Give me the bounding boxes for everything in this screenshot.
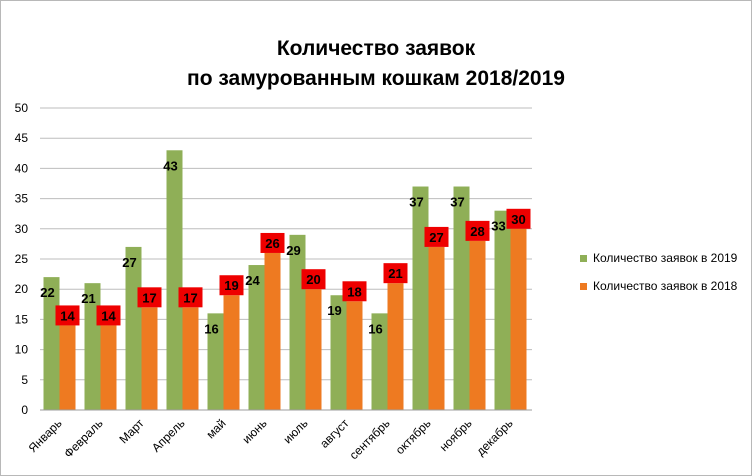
data-label-2019: 22 (40, 285, 54, 300)
x-tick-label: сентябрь (347, 416, 393, 462)
legend-swatch-2019 (580, 254, 587, 262)
data-label-2018: 28 (470, 224, 484, 239)
grid-lines (40, 107, 532, 411)
data-label-box-2018 (137, 287, 162, 308)
y-tick-label: 15 (15, 312, 29, 326)
y-tick-label: 10 (15, 343, 29, 357)
y-tick-label: 25 (15, 252, 29, 266)
bar-2018 (264, 252, 281, 410)
bar-2018 (59, 325, 76, 410)
bar-2018 (428, 246, 445, 410)
y-tick-label: 50 (15, 101, 29, 115)
chart-title-line-2: по замурованным кошкам 2018/2019 (187, 67, 565, 90)
y-tick-label: 40 (15, 161, 29, 175)
data-label-2018: 30 (511, 212, 525, 227)
legend-item-2019: Количество заявок в 2019 (580, 251, 737, 265)
bar-2019 (494, 210, 511, 410)
legend-label-2018: Количество заявок в 2018 (593, 279, 738, 293)
legend-item-2018: Количество заявок в 2018 (580, 279, 737, 293)
data-label-2019: 24 (245, 273, 260, 288)
data-label-2019: 43 (163, 158, 177, 173)
bar-2018 (182, 307, 199, 410)
x-tick-label: Февраль (61, 416, 105, 460)
data-label-box-2018 (506, 208, 531, 229)
bar-2019 (248, 265, 265, 410)
x-tick-label: Март (116, 416, 147, 447)
bar-2018 (305, 289, 322, 410)
bar-2018 (510, 228, 527, 410)
chart-title-line-1: Количество заявок (276, 37, 476, 60)
data-label-box-2018 (342, 281, 367, 302)
bar-2018 (387, 283, 404, 410)
x-tick-label: Январь (26, 416, 65, 455)
y-axis: 0 5 10 15 20 25 30 35 40 45 50 (15, 101, 29, 417)
legend-label-2019: Количество заявок в 2019 (593, 251, 738, 265)
y-tick-label: 45 (15, 131, 29, 145)
bar-2019 (207, 313, 224, 410)
data-label-2018: 27 (429, 230, 443, 245)
bar-2019 (371, 313, 388, 410)
chart-title: Количество заявок по замурованным кошкам… (0, 34, 752, 94)
data-label-2018: 26 (265, 236, 279, 251)
data-label-box-2018 (178, 287, 203, 308)
data-label-box-2018 (96, 305, 121, 326)
bar-2019 (125, 246, 142, 410)
data-label-2018: 17 (142, 290, 156, 305)
x-tick-label: ноябрь (437, 416, 475, 454)
data-label-box-2018 (383, 263, 408, 284)
data-label-2018: 14 (101, 308, 116, 323)
bar-2018 (223, 295, 240, 410)
data-label-2018: 18 (347, 284, 361, 299)
bar-2018 (469, 240, 486, 410)
legend-swatch-2018 (580, 282, 587, 290)
data-label-box-2018 (260, 232, 285, 253)
bar-2018 (346, 301, 363, 410)
data-label-2019: 37 (450, 195, 464, 210)
data-label-2019: 29 (286, 243, 300, 258)
x-tick-label: май (203, 416, 228, 441)
data-label-box-2018 (424, 226, 449, 247)
data-label-2018: 20 (306, 272, 320, 287)
data-label-2019: 21 (81, 291, 95, 306)
data-label-box-2018 (55, 305, 80, 326)
y-tick-label: 30 (15, 222, 29, 236)
x-tick-label: июнь (240, 416, 270, 446)
y-tick-label: 20 (15, 282, 29, 296)
bar-2019 (166, 150, 183, 410)
data-label-2019: 27 (122, 255, 136, 270)
data-label-box-2018 (219, 275, 244, 296)
bar-2018 (100, 325, 117, 410)
data-labels: 22 14 21 14 27 17 43 17 16 19 24 26 29 20 19 18 16 21 37 27… (40, 158, 531, 336)
bar-2019 (412, 186, 429, 410)
data-label-2018: 17 (183, 290, 197, 305)
data-label-2019: 16 (368, 321, 382, 336)
data-label-2019: 33 (491, 219, 505, 234)
bars (43, 150, 527, 410)
x-tick-label: август (317, 416, 352, 451)
x-tick-label: Апрель (149, 416, 188, 455)
x-tick-label: июль (280, 416, 310, 446)
bar-2019 (289, 234, 306, 410)
data-label-box-2018 (465, 220, 490, 241)
data-label-2019: 16 (204, 321, 218, 336)
bar-2019 (453, 186, 470, 410)
x-tick-label: декабрь (473, 416, 515, 458)
data-label-2018: 21 (388, 266, 402, 281)
data-label-2019: 19 (327, 303, 341, 318)
data-label-2018: 19 (224, 278, 238, 293)
data-label-box-2018 (301, 269, 326, 290)
bar-2018 (141, 307, 158, 410)
x-tick-label: октябрь (393, 416, 434, 457)
data-label-2019: 37 (409, 195, 423, 210)
y-tick-label: 35 (15, 192, 29, 206)
bar-2019 (330, 295, 347, 410)
legend: Количество заявок в 2019 Количество заяв… (580, 251, 737, 307)
data-label-2018: 14 (60, 308, 75, 323)
y-tick-label: 0 (21, 403, 28, 417)
y-tick-label: 5 (21, 373, 28, 387)
